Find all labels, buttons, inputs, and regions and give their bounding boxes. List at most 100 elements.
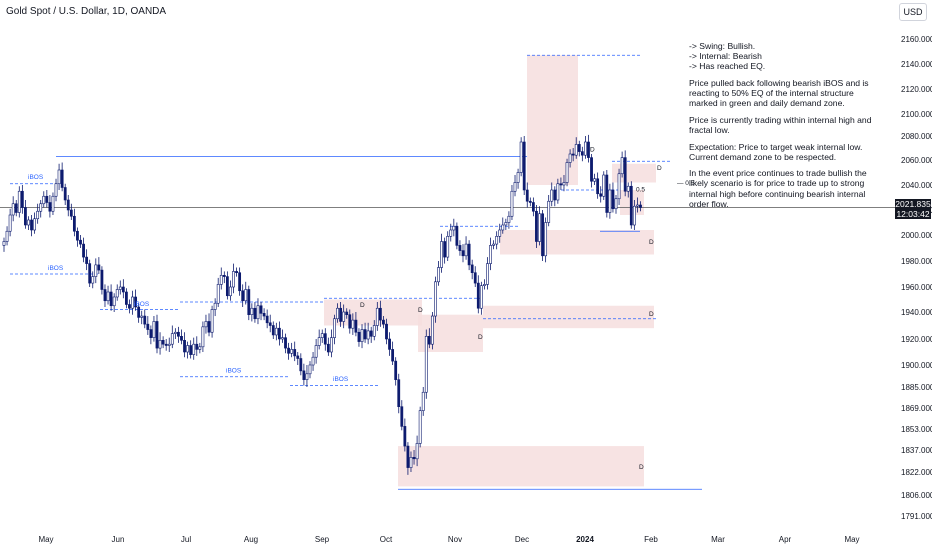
bearish-candle bbox=[528, 200, 532, 203]
bearish-candle bbox=[605, 174, 609, 213]
analysis-notes: -> Swing: Bullish. -> Internal: Bearish … bbox=[689, 41, 879, 215]
bearish-candle bbox=[455, 225, 459, 246]
currency-button[interactable]: USD bbox=[899, 3, 927, 21]
bearish-candle bbox=[339, 307, 343, 322]
chart-title: Gold Spot / U.S. Dollar, 1D, OANDA bbox=[6, 6, 167, 17]
bullish-candle bbox=[538, 213, 541, 242]
bearish-candle bbox=[458, 245, 462, 251]
bullish-candle bbox=[11, 203, 15, 216]
bullish-candle bbox=[556, 183, 560, 201]
bullish-candle bbox=[170, 333, 174, 345]
bullish-candle bbox=[366, 330, 370, 340]
bullish-candle bbox=[632, 205, 636, 226]
bullish-candle bbox=[192, 343, 196, 355]
bearish-candle bbox=[473, 272, 477, 284]
y-tick-label: 1869.000 bbox=[901, 404, 932, 413]
bullish-candle bbox=[36, 210, 40, 220]
bearish-candle bbox=[391, 349, 395, 362]
bearish-candle bbox=[345, 311, 349, 315]
last-price: 2021.835 bbox=[895, 199, 931, 209]
bullish-candle bbox=[213, 302, 217, 310]
bearish-candle bbox=[247, 289, 251, 316]
bearish-candle bbox=[155, 321, 159, 349]
bearish-candle bbox=[296, 355, 300, 359]
bearish-candle bbox=[397, 379, 401, 407]
bullish-candle bbox=[330, 337, 333, 353]
ibos-label: iBOS bbox=[28, 174, 44, 181]
note-line: Expectation: Price to target weak intern… bbox=[689, 141, 863, 162]
x-tick-label: May bbox=[844, 535, 859, 544]
bullish-candle bbox=[204, 321, 208, 328]
bearish-candle bbox=[66, 199, 70, 211]
bearish-candle bbox=[461, 250, 465, 257]
bearish-candle bbox=[85, 256, 89, 264]
bullish-candle bbox=[421, 391, 425, 411]
bullish-candle bbox=[198, 346, 202, 350]
bearish-candle bbox=[412, 457, 416, 460]
bearish-candle bbox=[82, 243, 85, 258]
bullish-candle bbox=[336, 307, 339, 320]
bullish-candle bbox=[112, 296, 116, 307]
x-tick-label: Sep bbox=[315, 535, 330, 544]
bullish-candle bbox=[562, 182, 566, 186]
bullish-candle bbox=[418, 410, 422, 444]
x-tick-label: Feb bbox=[644, 535, 658, 544]
bearish-candle bbox=[79, 239, 82, 245]
bearish-candle bbox=[580, 151, 584, 156]
bullish-candle bbox=[492, 243, 496, 246]
bullish-candle bbox=[320, 333, 324, 338]
bearish-candle bbox=[271, 325, 275, 336]
y-tick-label: 2080.000 bbox=[901, 132, 932, 141]
bearish-candle bbox=[382, 319, 385, 325]
bullish-candle bbox=[250, 307, 254, 315]
x-tick-label: May bbox=[38, 535, 53, 544]
bearish-candle bbox=[125, 291, 128, 305]
bearish-candle bbox=[146, 323, 150, 330]
bearish-candle bbox=[385, 323, 388, 340]
bullish-candle bbox=[311, 356, 315, 366]
y-tick-label: 2140.000 bbox=[901, 60, 932, 69]
ibos-label: iBOS bbox=[226, 367, 242, 374]
bearish-candle bbox=[467, 243, 471, 266]
bearish-candle bbox=[363, 329, 367, 340]
y-tick-label: 1980.000 bbox=[901, 257, 932, 266]
demand-label: D bbox=[360, 302, 365, 309]
bullish-candle bbox=[375, 307, 379, 326]
bullish-candle bbox=[626, 185, 630, 192]
bearish-candle bbox=[60, 169, 64, 188]
bullish-candle bbox=[498, 229, 502, 237]
y-tick-label: 2120.000 bbox=[901, 85, 932, 94]
bullish-candle bbox=[483, 284, 486, 286]
bearish-candle bbox=[611, 189, 615, 210]
bearish-candle bbox=[599, 193, 603, 197]
bullish-candle bbox=[449, 229, 453, 237]
bearish-candle bbox=[241, 290, 245, 302]
bullish-candle bbox=[489, 245, 492, 264]
bearish-candle bbox=[354, 319, 358, 333]
bearish-candle bbox=[235, 271, 238, 273]
bullish-candle bbox=[501, 224, 505, 231]
bullish-candle bbox=[507, 215, 511, 223]
y-tick-label: 2100.000 bbox=[901, 110, 932, 119]
bearish-candle bbox=[14, 203, 18, 213]
bearish-candle bbox=[427, 335, 431, 345]
bearish-candle bbox=[299, 358, 303, 372]
bullish-candle bbox=[186, 345, 190, 353]
bullish-candle bbox=[614, 198, 618, 210]
bullish-candle bbox=[409, 457, 413, 468]
bearish-candle bbox=[48, 202, 52, 212]
bearish-candle bbox=[476, 282, 480, 309]
bearish-candle bbox=[183, 339, 186, 353]
bullish-candle bbox=[617, 173, 621, 200]
bearish-candle bbox=[553, 189, 557, 201]
bearish-candle bbox=[265, 315, 269, 324]
bearish-candle bbox=[262, 313, 266, 317]
bullish-candle bbox=[57, 169, 61, 185]
bearish-candle bbox=[531, 202, 535, 212]
bullish-candle bbox=[434, 281, 437, 317]
x-tick-label: Nov bbox=[448, 535, 462, 544]
bearish-candle bbox=[189, 345, 193, 355]
bearish-candle bbox=[378, 307, 382, 321]
bullish-candle bbox=[437, 267, 440, 283]
